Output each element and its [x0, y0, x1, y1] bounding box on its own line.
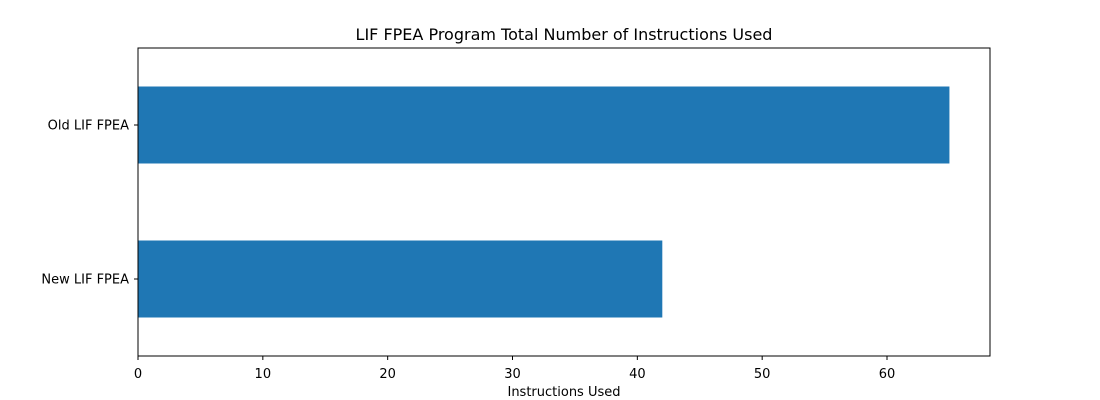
x-tick-label: 50 [754, 367, 771, 382]
bar-new-lif-fpea [138, 240, 663, 318]
x-axis-label: Instructions Used [507, 385, 620, 400]
x-tick-label: 20 [379, 367, 396, 382]
x-tick-label: 40 [629, 367, 646, 382]
y-tick-label: Old LIF FPEA [48, 119, 129, 134]
x-tick-label: 0 [134, 367, 142, 382]
y-tick-label: New LIF FPEA [41, 273, 129, 288]
bars-layer [138, 86, 950, 318]
x-axis: 0 10 20 30 40 50 60 [134, 356, 895, 382]
chart-title: LIF FPEA Program Total Number of Instruc… [356, 25, 773, 44]
x-tick-label: 60 [879, 367, 896, 382]
x-tick-label: 10 [255, 367, 272, 382]
plot-frame [137, 47, 991, 357]
y-axis: Old LIF FPEA New LIF FPEA [41, 119, 138, 288]
x-tick-label: 30 [504, 367, 521, 382]
bar-old-lif-fpea [138, 86, 950, 164]
